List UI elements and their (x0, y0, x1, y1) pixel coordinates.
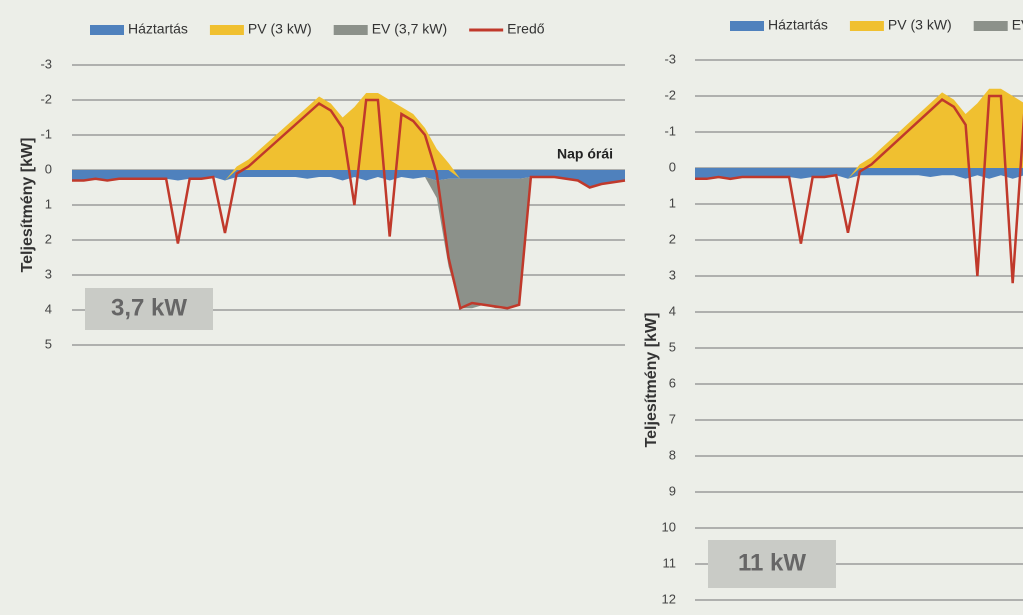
y-tick-label: -1 (664, 123, 676, 138)
y-axis-title: Teljesítmény [kW] (643, 313, 660, 448)
y-tick-label: 10 (662, 519, 676, 534)
legend-label: EV (11 kW) (1012, 17, 1023, 33)
line (72, 98, 626, 311)
y-tick-label: 9 (669, 483, 676, 498)
y-tick-label: 12 (662, 591, 676, 606)
area (72, 170, 625, 188)
legend-label: Háztartás (128, 21, 188, 37)
legend-swatch (849, 21, 884, 31)
label-box-text: 3,7 kW (111, 294, 187, 321)
label-box (85, 288, 213, 330)
y-tick-label: 4 (669, 303, 676, 318)
legend-label: PV (3 kW) (248, 21, 312, 37)
y-tick-label: 1 (45, 196, 52, 211)
legend-swatch (730, 21, 764, 31)
y-tick-label: 7 (669, 411, 676, 426)
y-tick-label: 4 (45, 301, 52, 316)
y-tick-label: -2 (40, 91, 52, 106)
y-tick-label: 2 (669, 231, 676, 246)
y-tick-label: 11 (663, 555, 677, 570)
y-tick-label: 2 (45, 231, 52, 246)
annotation: Nap órái (557, 146, 613, 162)
y-tick-label: -3 (664, 51, 676, 66)
area (72, 177, 625, 309)
y-tick-label: 3 (45, 266, 52, 281)
legend-label: Háztartás (768, 17, 828, 33)
chart-left: -3 -2 -1 0 1 2 3 4 5 Háztartás PV (3 kW) EV (3,7 kW… (19, 21, 626, 351)
y-tick-label: -3 (40, 56, 52, 71)
legend-label: PV (3 kW) (888, 17, 952, 33)
label-box-text: 11 kW (738, 549, 806, 576)
y-tick-label: -2 (664, 87, 676, 102)
area (72, 93, 625, 188)
y-tick-label: 1 (669, 195, 676, 210)
y-tick-label: 0 (669, 159, 676, 174)
legend-label: EV (3,7 kW) (372, 21, 447, 37)
legend-label: Eredő (507, 21, 545, 37)
y-tick-label: 8 (669, 447, 676, 462)
legend-swatch (209, 25, 244, 35)
area (695, 88, 1023, 179)
legend-swatch (90, 25, 124, 35)
y-tick-label: 5 (669, 339, 676, 354)
y-tick-label: -1 (40, 126, 52, 141)
y-axis-title: Teljesítmény [kW] (19, 138, 36, 273)
y-tick-label: 3 (669, 267, 676, 282)
line (695, 94, 1023, 284)
label-box (708, 540, 836, 588)
legend-swatch (973, 21, 1008, 31)
y-tick-label: 6 (669, 375, 676, 390)
y-tick-label: 5 (45, 336, 52, 351)
y-tick-label: 0 (45, 161, 52, 176)
legend-swatch (333, 25, 368, 35)
